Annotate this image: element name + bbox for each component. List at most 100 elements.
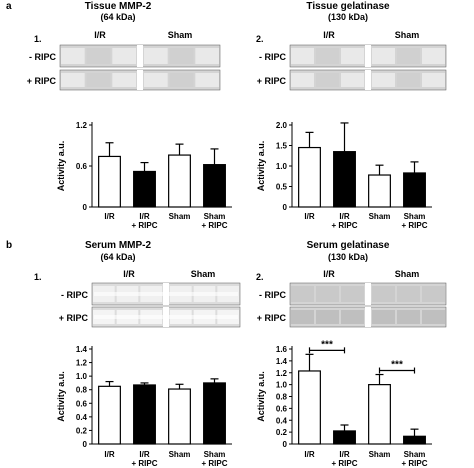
y-tick-label: 0.4: [276, 416, 288, 425]
blot-group-label: I/R: [123, 269, 135, 279]
y-axis-label: Activity a.u.: [256, 371, 266, 422]
panel-letter: b: [6, 240, 12, 251]
blot-row-plus-ripc: [289, 306, 447, 328]
blot-row-minus-ripc-band: [169, 48, 194, 64]
x-tick-label: Sham: [404, 212, 426, 221]
blot-row-minus-ripc: [289, 282, 447, 306]
bar: [168, 154, 191, 208]
blot-group-label: I/R: [323, 269, 335, 279]
panel-letter: a: [6, 1, 12, 12]
blot-row-minus-ripc-gap: [365, 283, 371, 305]
bar: [133, 384, 156, 445]
y-tick-label: 1.0: [276, 162, 288, 171]
blot-row-plus-ripc-band: [316, 73, 339, 87]
x-tick-label: + RIPC: [131, 221, 157, 230]
blot-row-plus-ripc-band: [397, 73, 420, 87]
blot-row-label: + RIPC: [59, 313, 89, 323]
blot-row-plus-ripc-band: [341, 310, 364, 324]
y-tick-label: 0.2: [76, 426, 88, 435]
y-tick-label: 0: [83, 440, 88, 449]
x-tick-label: I/R: [139, 212, 149, 221]
panel-subtitle: (64 kDa): [100, 12, 135, 22]
blot-row-minus-ripc: [289, 44, 447, 68]
blot-row-plus-ripc-band: [291, 310, 314, 324]
y-tick-label: 0.4: [76, 413, 88, 422]
blot-row-plus-ripc-gap: [137, 70, 143, 90]
blot-row-minus-ripc-band: [195, 48, 219, 64]
x-tick-label: + RIPC: [201, 459, 227, 468]
x-tick-label: I/R: [339, 450, 349, 459]
x-tick-label: Sham: [404, 450, 426, 459]
y-tick-label: 1.0: [276, 381, 288, 390]
blot-row-plus-ripc: [289, 69, 447, 91]
y-tick-label: 0.5: [276, 183, 288, 192]
blot-row-plus-ripc-band: [86, 73, 111, 87]
panel-4: Serum gelatinase(130 kDa) 2. I/R Sham - RIPC…: [256, 240, 432, 468]
panel-2: Tissue gelatinase(130 kDa) 2. I/R Sham - RIP…: [256, 1, 432, 230]
bar: [203, 382, 226, 445]
blot-row-minus-ripc-band: [372, 286, 395, 302]
blot-row-plus-ripc-band: [112, 73, 136, 87]
x-tick-label: Sham: [204, 450, 226, 459]
y-tick-label: 0.8: [76, 386, 88, 395]
blot-row-plus-ripc-band: [372, 73, 395, 87]
bar: [98, 385, 121, 445]
blot-row-plus-ripc-band: [422, 310, 445, 324]
bar: [403, 435, 426, 445]
y-tick-label: 0.6: [276, 404, 288, 413]
y-tick-label: 1.4: [276, 357, 288, 366]
blot-group-label: Sham: [395, 269, 420, 279]
blot-row-plus-ripc-band: [144, 73, 168, 87]
panel-title: Tissue MMP-2: [85, 1, 152, 12]
blot-row-label: - RIPC: [259, 52, 287, 62]
panel-subtitle: (130 kDa): [328, 252, 368, 262]
blot-row-minus-ripc-band: [86, 48, 111, 64]
blot-group-label: I/R: [323, 30, 335, 40]
y-tick-label: 1.2: [76, 121, 88, 130]
panel-number: 2.: [256, 34, 264, 44]
bar: [203, 164, 226, 208]
bar: [133, 170, 156, 208]
y-tick-label: 0.6: [76, 399, 88, 408]
x-tick-label: Sham: [169, 450, 191, 459]
blot-row-label: - RIPC: [29, 52, 57, 62]
x-tick-label: + RIPC: [401, 459, 427, 468]
y-tick-label: 1.2: [276, 369, 288, 378]
panel-number: 1.: [34, 34, 42, 44]
blot-row-minus-ripc-band: [144, 48, 168, 64]
blot-group-label: Sham: [191, 269, 216, 279]
y-axis-label: Activity a.u.: [56, 141, 66, 192]
bar: [98, 155, 121, 208]
panel-title: Serum gelatinase: [307, 240, 390, 251]
blot-row-minus-ripc-band: [316, 48, 339, 64]
blot-row-label: + RIPC: [257, 76, 287, 86]
blot-group-label: Sham: [395, 30, 420, 40]
blot-row-minus-ripc-band: [397, 48, 420, 64]
blot-row-plus-ripc-gap: [365, 70, 371, 90]
x-tick-label: I/R: [139, 450, 149, 459]
x-tick-label: I/R: [304, 212, 314, 221]
panel-subtitle: (64 kDa): [100, 252, 135, 262]
y-tick-label: 0: [83, 203, 88, 212]
blot-row-plus-ripc-gap: [365, 307, 371, 327]
y-tick-label: 1.0: [76, 372, 88, 381]
blot-row-plus-ripc-band: [422, 73, 445, 87]
y-axis-label: Activity a.u.: [256, 141, 266, 192]
x-tick-label: + RIPC: [131, 459, 157, 468]
blot-row-minus-ripc-band: [372, 48, 395, 64]
bar: [168, 388, 191, 445]
blot-row-plus-ripc: [91, 306, 241, 328]
blot-row-minus-ripc-band: [397, 286, 420, 302]
x-tick-label: + RIPC: [401, 221, 427, 230]
y-tick-label: 0.6: [76, 162, 88, 171]
x-tick-label: Sham: [169, 212, 191, 221]
blot-row-minus-ripc-band: [112, 48, 136, 64]
bar: [333, 151, 356, 208]
y-tick-label: 0: [283, 440, 288, 449]
x-tick-label: Sham: [369, 450, 391, 459]
blot-row-minus-ripc-band: [291, 48, 314, 64]
blot-group-label: I/R: [94, 30, 106, 40]
blot-row-minus-ripc-band: [291, 286, 314, 302]
blot-row-label: - RIPC: [259, 290, 287, 300]
blot-row-minus-ripc: [91, 282, 241, 306]
